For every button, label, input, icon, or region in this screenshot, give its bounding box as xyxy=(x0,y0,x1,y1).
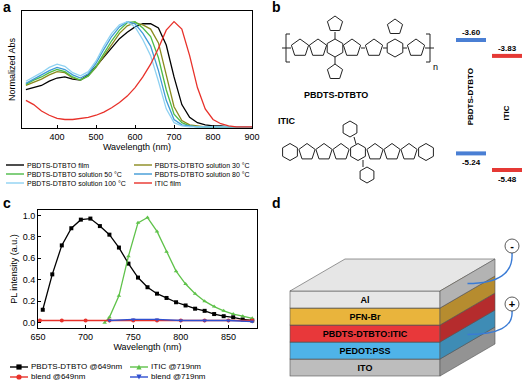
svg-text:800: 800 xyxy=(173,332,188,342)
svg-text:PBDTS-DTBTO: PBDTS-DTBTO xyxy=(304,90,368,100)
svg-text:PEDOT:PSS: PEDOT:PSS xyxy=(339,346,390,356)
html-text:PBDTS-DTBTO film: PBDTS-DTBTO film xyxy=(27,161,90,169)
svg-text:ITIC: ITIC xyxy=(278,116,295,126)
svg-text:850: 850 xyxy=(221,332,236,342)
svg-text:0.4: 0.4 xyxy=(23,275,36,285)
svg-text:900: 900 xyxy=(244,132,259,142)
html-text:blend @649nm: blend @649nm xyxy=(31,372,86,381)
svg-text:Normalized Abs: Normalized Abs xyxy=(7,37,17,101)
html-text:a: a xyxy=(3,0,11,15)
html-text:ITIC film: ITIC film xyxy=(154,179,181,187)
svg-text:Wavelength (nm): Wavelength (nm) xyxy=(103,142,171,152)
html-text:ITIC @719nm: ITIC @719nm xyxy=(151,362,201,371)
html-text:PBDTS-DTBTO solution 30 °C: PBDTS-DTBTO solution 30 °C xyxy=(154,161,250,169)
svg-text:800: 800 xyxy=(206,132,221,142)
svg-text:700: 700 xyxy=(167,132,182,142)
svg-text:0.8: 0.8 xyxy=(23,232,36,242)
svg-text:Al: Al xyxy=(361,295,370,305)
html-text:blend @719nm: blend @719nm xyxy=(151,372,206,381)
svg-text:PL intensity (a.u.): PL intensity (a.u.) xyxy=(9,234,19,304)
svg-text:0.2: 0.2 xyxy=(23,296,36,306)
svg-text:0.0: 0.0 xyxy=(23,318,36,328)
svg-text:Wavelength (nm): Wavelength (nm) xyxy=(113,342,181,352)
svg-text:+: + xyxy=(509,298,515,310)
svg-text:ITO: ITO xyxy=(358,363,373,373)
svg-text:-5.48: -5.48 xyxy=(498,175,517,184)
html-text:b: b xyxy=(272,0,281,15)
svg-text:750: 750 xyxy=(126,332,141,342)
svg-text:PBDTS-DTBTO: PBDTS-DTBTO xyxy=(467,68,476,125)
svg-text:-: - xyxy=(510,240,514,252)
html-text:PBDTS-DTBTO solution 50 °C: PBDTS-DTBTO solution 50 °C xyxy=(27,170,122,178)
svg-text:PBDTS-DTBTO:ITIC: PBDTS-DTBTO:ITIC xyxy=(323,329,408,339)
html-text:c: c xyxy=(3,195,11,211)
svg-text:500: 500 xyxy=(89,132,104,142)
svg-text:n: n xyxy=(433,62,438,72)
svg-text:-3.83: -3.83 xyxy=(498,44,517,53)
svg-text:-3.60: -3.60 xyxy=(462,28,481,37)
html-text:d: d xyxy=(272,195,281,211)
html-text:PBDTS-DTBTO solution 100 °C: PBDTS-DTBTO solution 100 °C xyxy=(27,179,126,187)
svg-text:1.0: 1.0 xyxy=(23,211,36,221)
svg-text:PFN-Br: PFN-Br xyxy=(350,312,381,322)
html-text:PBDTS-DTBTO @649nm: PBDTS-DTBTO @649nm xyxy=(31,362,123,371)
svg-text:400: 400 xyxy=(50,132,65,142)
svg-text:700: 700 xyxy=(78,332,93,342)
svg-text:600: 600 xyxy=(128,132,143,142)
svg-text:-5.24: -5.24 xyxy=(462,158,481,167)
svg-text:ITIC: ITIC xyxy=(503,105,512,120)
html-text:PBDTS-DTBTO solution 80 °C: PBDTS-DTBTO solution 80 °C xyxy=(154,170,250,178)
svg-text:0.6: 0.6 xyxy=(23,253,36,263)
svg-text:650: 650 xyxy=(30,332,45,342)
